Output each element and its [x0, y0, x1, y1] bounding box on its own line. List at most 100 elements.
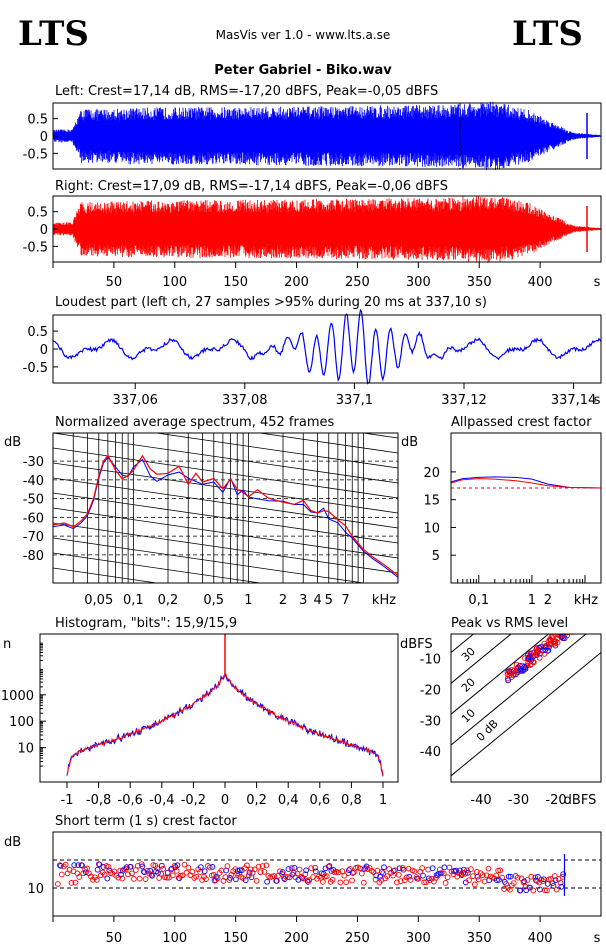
- peak-rms-point: [554, 639, 561, 646]
- short-term-point-right: [479, 872, 486, 878]
- short-term-point-right: [475, 876, 482, 883]
- crest-xtick-label: 0,1: [468, 593, 489, 608]
- short-term-point-right: [415, 875, 422, 882]
- short-term-point-right: [255, 863, 262, 870]
- short-term-point-left: [236, 867, 243, 874]
- spectrum-slope-line: [53, 522, 398, 574]
- right-waveform-title: Right: Crest=17,09 dB, RMS=-17,14 dBFS, …: [55, 179, 448, 194]
- short-term-point-right: [407, 877, 414, 883]
- short-term-point-right: [360, 879, 367, 886]
- spectrum-slope-line: [53, 537, 367, 583]
- peak-rms-point: [574, 620, 579, 625]
- short-term-point-right: [101, 871, 108, 878]
- peak-rms-point: [504, 671, 511, 678]
- peak-rms-point: [545, 647, 552, 654]
- peak-rms-diagonal-label: 20: [459, 676, 478, 695]
- peak-rms-point: [518, 667, 525, 674]
- left-waveform-title: Left: Crest=17,14 dB, RMS=-17,20 dBFS, P…: [55, 84, 438, 99]
- peak-rms-point: [536, 644, 543, 651]
- short-term-point-left: [164, 869, 171, 876]
- short-term-point-left: [57, 863, 64, 869]
- short-term-point-right: [343, 879, 350, 886]
- peak-rms-point: [573, 624, 578, 629]
- spectrum-slope-line: [53, 313, 398, 363]
- peak-rms-xtick-label: -20: [545, 793, 566, 808]
- short-term-point-right: [214, 875, 221, 882]
- time-tick-label: 400: [528, 275, 553, 290]
- crest-left-curve: [450, 476, 602, 489]
- crest-frame: [450, 432, 602, 584]
- short-term-point-left: [299, 874, 306, 881]
- short-term-point-right: [530, 887, 537, 894]
- short-term-point-right: [68, 880, 75, 886]
- time-tick-label: 150: [223, 275, 248, 290]
- peak-rms-point: [527, 650, 534, 657]
- peak-rms-point: [551, 640, 557, 647]
- histogram-xtick-label: -0,2: [181, 793, 206, 808]
- short-term-point-left: [201, 868, 208, 875]
- loudest-xtick-label: 337,14: [551, 393, 597, 408]
- short-term-point-right: [499, 874, 505, 881]
- spectrum-xtick-label: 7: [341, 593, 349, 608]
- peak-rms-point: [533, 646, 540, 652]
- spectrum-slope-line: [53, 343, 398, 393]
- short-term-frame: [52, 831, 602, 917]
- spectrum-slope-line: [53, 552, 263, 583]
- loudest-xtick-label: 337,08: [222, 393, 268, 408]
- short-term-point-right: [173, 868, 180, 874]
- short-term-point-left: [550, 883, 557, 889]
- short-term-point-left: [159, 862, 165, 869]
- spectrum-xtick-label: 5: [325, 593, 333, 608]
- short-term-point-left: [400, 866, 407, 873]
- short-term-xtick-label: 250: [345, 931, 370, 945]
- peak-rms-diagonal: [451, 651, 601, 777]
- left-panel: 0.5 0 -0.5: [23, 101, 602, 171]
- peak-rms-point: [558, 634, 565, 640]
- peak-rms-xunit: dBFS: [564, 793, 597, 808]
- peak-rms-point: [534, 652, 540, 658]
- short-term-point-right: [380, 870, 387, 876]
- peak-rms-point: [564, 634, 570, 639]
- short-term-point-right: [553, 886, 560, 893]
- short-term-point-left: [79, 862, 85, 869]
- peak-rms-point: [527, 662, 534, 668]
- short-term-xtick-label: 200: [284, 931, 309, 945]
- short-term-point-left: [363, 863, 370, 870]
- short-term-point-right: [468, 866, 474, 872]
- spectrum-xunit: kHz: [372, 593, 396, 608]
- short-term-point-left: [242, 877, 249, 884]
- spectrum-slope-line: [53, 507, 398, 559]
- short-term-point-left: [379, 869, 385, 875]
- right-ytick-label: -0.5: [23, 240, 48, 255]
- short-term-point-right: [483, 872, 490, 879]
- short-term-point-left: [123, 864, 130, 870]
- short-term-point-right: [105, 863, 112, 870]
- crest-ytick-label: 10: [423, 521, 440, 536]
- short-term-point-left: [71, 862, 78, 868]
- short-term-point-right: [442, 880, 449, 886]
- peak-rms-point: [548, 640, 555, 647]
- short-term-point-right: [181, 861, 188, 868]
- app-title: MasVis ver 1.0 - www.lts.a.se: [216, 28, 391, 42]
- short-term-point-right: [320, 879, 326, 885]
- loudest-ytick-label: 0: [40, 343, 48, 358]
- short-term-point-right: [470, 873, 476, 879]
- short-term-point-right: [505, 884, 511, 891]
- peak-rms-point: [542, 647, 549, 653]
- short-term-xtick-label: 50: [106, 931, 123, 945]
- short-term-point-right: [466, 877, 472, 884]
- time-unit: s: [594, 275, 601, 290]
- short-term-point-right: [477, 870, 484, 877]
- short-term-point-right: [179, 872, 186, 879]
- short-term-point-right: [510, 880, 517, 886]
- short-term-point-right: [158, 870, 164, 877]
- spectrum-slope-line: [53, 492, 398, 544]
- histogram-ytick-label: 1000: [1, 689, 34, 704]
- short-term-point-right: [160, 866, 166, 872]
- peak-rms-point: [577, 617, 582, 622]
- histogram-xtick-label: 0,4: [278, 793, 299, 808]
- peak-rms-title: Peak vs RMS level: [451, 616, 568, 631]
- short-term-point-right: [259, 863, 266, 869]
- short-term-xtick-label: 400: [528, 931, 553, 945]
